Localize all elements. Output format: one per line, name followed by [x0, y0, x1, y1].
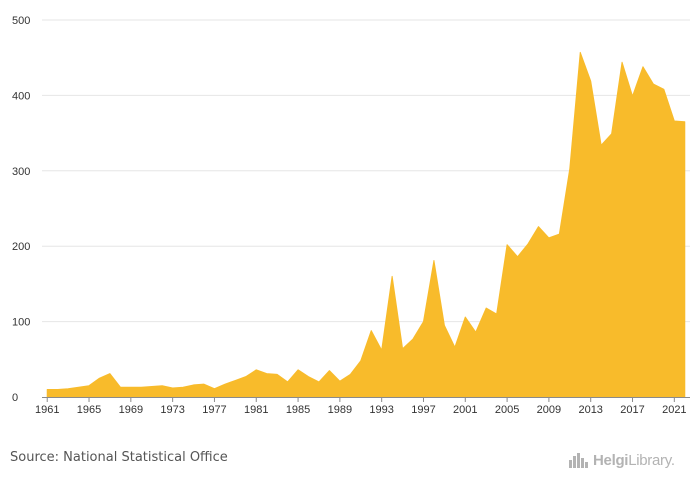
- data-point: [67, 388, 69, 390]
- data-point: [516, 256, 518, 258]
- data-point: [485, 307, 487, 309]
- data-point: [286, 381, 288, 383]
- data-point: [621, 61, 623, 63]
- data-point: [422, 320, 424, 322]
- data-point: [255, 369, 257, 371]
- data-point: [433, 259, 435, 261]
- data-point: [339, 380, 341, 382]
- data-point: [307, 375, 309, 377]
- data-point: [548, 237, 550, 239]
- y-tick-label: 400: [12, 90, 30, 102]
- data-point: [464, 316, 466, 318]
- data-point: [412, 338, 414, 340]
- series-area: [46, 51, 686, 398]
- data-point: [119, 386, 121, 388]
- data-point: [600, 144, 602, 146]
- data-point: [234, 379, 236, 381]
- data-point: [642, 66, 644, 68]
- y-tick-label: 300: [12, 166, 30, 178]
- data-point: [527, 243, 529, 245]
- x-tick-label: 1965: [77, 404, 101, 416]
- x-tick-label: 1981: [244, 404, 268, 416]
- data-point: [297, 369, 299, 371]
- source-note: Source: National Statistical Office: [10, 450, 228, 465]
- x-tick-label: 2017: [620, 404, 644, 416]
- x-tick-label: 1997: [411, 404, 435, 416]
- data-point: [171, 387, 173, 389]
- brand-name: HelgiLibrary.: [593, 451, 675, 469]
- plot-area: [46, 51, 686, 398]
- brand-logo[interactable]: HelgiLibrary.: [568, 450, 675, 470]
- axes: 0 100 200 300 400 500 1961 1965 1969 1973 1977 1981…: [12, 15, 690, 416]
- x-tick-label: 2013: [578, 404, 602, 416]
- y-tick-label: 200: [12, 241, 30, 253]
- data-point: [673, 120, 675, 122]
- x-tick-label: 1961: [35, 404, 59, 416]
- city-skyline-icon: [569, 453, 588, 468]
- data-point: [328, 369, 330, 371]
- data-point: [506, 243, 508, 245]
- data-point: [610, 133, 612, 135]
- data-point: [475, 331, 477, 333]
- data-point: [631, 95, 633, 97]
- data-point: [558, 233, 560, 235]
- data-point: [88, 384, 90, 386]
- data-point: [109, 372, 111, 374]
- x-tick-label: 2009: [537, 404, 561, 416]
- data-point: [391, 275, 393, 277]
- data-point: [224, 383, 226, 385]
- data-point: [245, 375, 247, 377]
- data-point: [590, 80, 592, 82]
- data-point: [77, 386, 79, 388]
- y-tick-label: 0: [12, 392, 18, 404]
- data-point: [203, 383, 205, 385]
- data-point: [443, 324, 445, 326]
- data-point: [140, 386, 142, 388]
- y-tick-label: 100: [12, 317, 30, 329]
- y-tick-label: 500: [12, 15, 30, 27]
- data-point: [370, 329, 372, 331]
- x-tick-label: 2021: [662, 404, 686, 416]
- data-point: [579, 51, 581, 53]
- data-point: [537, 225, 539, 227]
- x-tick-label: 1969: [119, 404, 143, 416]
- data-point: [213, 388, 215, 390]
- x-tick-label: 1977: [202, 404, 226, 416]
- data-point: [380, 349, 382, 351]
- data-point: [684, 121, 686, 123]
- x-tick-label: 1993: [369, 404, 393, 416]
- data-point: [454, 346, 456, 348]
- data-point: [182, 386, 184, 388]
- data-point: [266, 372, 268, 374]
- data-point: [98, 377, 100, 379]
- x-tick-label: 1973: [160, 404, 184, 416]
- data-point: [349, 373, 351, 375]
- x-tick-label: 2001: [453, 404, 477, 416]
- data-point: [130, 386, 132, 388]
- x-tick-label: 2005: [495, 404, 519, 416]
- data-point: [569, 167, 571, 169]
- data-point: [56, 388, 58, 390]
- data-point: [151, 385, 153, 387]
- data-point: [318, 381, 320, 383]
- data-point: [276, 373, 278, 375]
- data-point: [161, 384, 163, 386]
- data-point: [360, 360, 362, 362]
- data-point: [401, 348, 403, 350]
- x-tick-label: 1989: [328, 404, 352, 416]
- x-tick-label: 1985: [286, 404, 310, 416]
- data-point: [495, 313, 497, 315]
- data-point: [46, 388, 48, 390]
- data-point: [663, 88, 665, 90]
- data-point: [192, 384, 194, 386]
- data-point: [652, 83, 654, 85]
